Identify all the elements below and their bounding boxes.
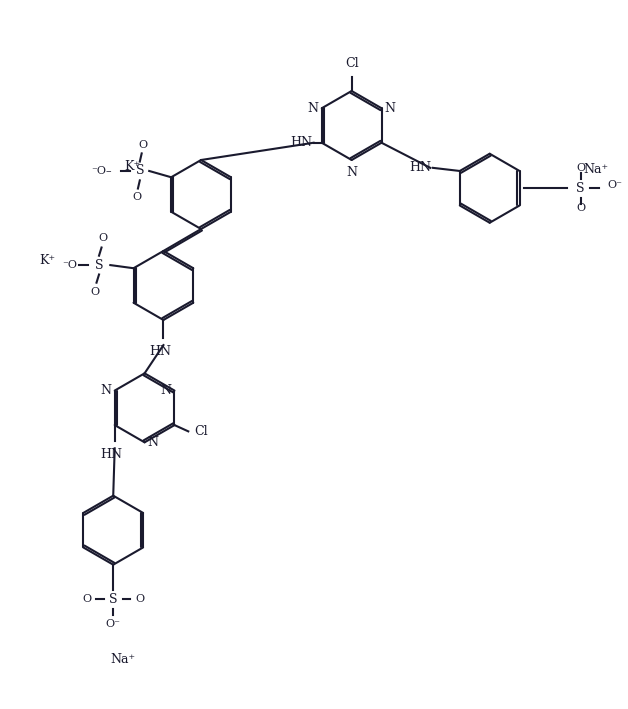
Text: HN: HN xyxy=(149,345,171,358)
Text: N: N xyxy=(385,101,396,115)
Text: S: S xyxy=(109,593,117,605)
Text: O: O xyxy=(90,287,99,297)
Text: N: N xyxy=(148,436,159,449)
Text: Na⁺: Na⁺ xyxy=(110,652,135,666)
Text: K⁺: K⁺ xyxy=(124,160,140,173)
Text: N: N xyxy=(346,167,357,179)
Text: O: O xyxy=(576,163,585,173)
Text: O: O xyxy=(135,594,144,604)
Text: O⁻: O⁻ xyxy=(607,180,622,190)
Text: O: O xyxy=(82,594,91,604)
Text: N: N xyxy=(308,101,318,115)
Text: O⁻: O⁻ xyxy=(106,619,121,630)
Text: N: N xyxy=(100,384,112,397)
Text: O: O xyxy=(132,191,141,201)
Text: S: S xyxy=(95,259,103,272)
Text: N: N xyxy=(160,384,171,397)
Text: ⁻O: ⁻O xyxy=(62,260,77,270)
Text: Cl: Cl xyxy=(195,425,208,438)
Text: Cl: Cl xyxy=(345,57,359,69)
Text: ⁻O–: ⁻O– xyxy=(91,166,112,176)
Text: S: S xyxy=(577,182,585,195)
Text: HN: HN xyxy=(100,448,122,462)
Text: HN: HN xyxy=(409,162,431,174)
Text: O: O xyxy=(99,233,108,243)
Text: O: O xyxy=(576,203,585,213)
Text: K⁺: K⁺ xyxy=(40,254,55,267)
Text: O: O xyxy=(138,140,148,150)
Text: S: S xyxy=(136,164,144,177)
Text: HN: HN xyxy=(290,136,312,149)
Text: Na⁺: Na⁺ xyxy=(584,163,609,176)
